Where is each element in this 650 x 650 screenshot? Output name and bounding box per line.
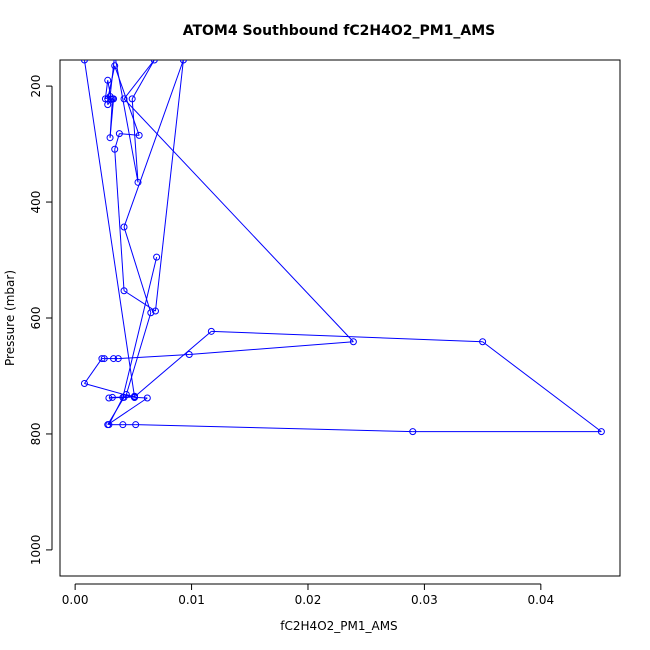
- series-segment: [123, 60, 155, 100]
- y-tick-label: 800: [29, 423, 43, 446]
- series-segment: [135, 424, 413, 433]
- data-point: [104, 76, 112, 84]
- data-point: [207, 327, 215, 335]
- data-point: [111, 62, 119, 70]
- series-segment: [83, 60, 136, 397]
- series-segment: [118, 354, 190, 360]
- series-segment: [123, 290, 156, 312]
- data-point: [131, 393, 139, 401]
- series-segment: [123, 98, 354, 343]
- data-point: [105, 394, 113, 402]
- series-segment: [122, 257, 158, 398]
- series-segment: [134, 396, 148, 399]
- data-point: [349, 338, 357, 346]
- series-segment: [125, 312, 152, 395]
- series-segment: [107, 397, 148, 426]
- data-point: [147, 309, 155, 317]
- data-point: [98, 355, 106, 363]
- data-point: [132, 421, 140, 429]
- data-point: [80, 380, 88, 388]
- data-point: [597, 428, 605, 436]
- series-segment: [114, 149, 125, 291]
- data-point: [106, 134, 114, 142]
- data-point: [104, 95, 112, 103]
- series-segment: [115, 60, 139, 183]
- y-tick-label: 1000: [29, 535, 43, 566]
- series-segment: [109, 98, 113, 138]
- data-point: [111, 145, 119, 153]
- series-segment: [123, 60, 184, 228]
- data-point: [108, 95, 116, 103]
- data-point: [119, 421, 127, 429]
- chart-title: ATOM4 Southbound fC2H4O2_PM1_AMS: [183, 23, 496, 39]
- data-point: [110, 355, 118, 363]
- data-point: [479, 338, 487, 346]
- data-point: [114, 355, 122, 363]
- data-point: [80, 60, 88, 64]
- x-axis: 0.00 0.01 0.02 0.03 0.04: [62, 583, 554, 607]
- series-segment: [84, 358, 103, 384]
- series-segment: [134, 330, 212, 398]
- series-segment: [131, 60, 155, 100]
- data-point: [179, 60, 187, 64]
- data-point: [120, 95, 128, 103]
- series-segment: [154, 60, 184, 312]
- data-point: [119, 393, 127, 401]
- series-segment: [108, 397, 124, 425]
- data-point: [120, 287, 128, 295]
- x-axis-title: fC2H4O2_PM1_AMS: [280, 619, 397, 633]
- data-point: [105, 421, 113, 429]
- series-layer: [80, 52, 605, 436]
- data-point: [185, 351, 193, 359]
- data-point: [150, 60, 158, 64]
- data-point: [115, 130, 123, 138]
- y-tick-label: 400: [29, 191, 43, 214]
- data-point: [120, 223, 128, 231]
- y-axis: 200 400 600 800 1000: [29, 75, 53, 566]
- data-point: [108, 393, 116, 401]
- series-segment: [108, 396, 135, 399]
- x-tick-label: 0.04: [527, 593, 554, 607]
- data-point: [100, 355, 108, 363]
- y-axis-title: Pressure (mbar): [3, 270, 17, 366]
- data-point: [153, 253, 161, 261]
- series-segment: [126, 394, 135, 398]
- plot-frame: [59, 59, 621, 577]
- x-tick-label: 0.03: [411, 593, 438, 607]
- x-tick-label: 0.01: [178, 593, 205, 607]
- data-point: [143, 394, 151, 402]
- data-point: [128, 95, 136, 103]
- data-point: [112, 52, 118, 58]
- data-point: [134, 178, 142, 186]
- data-point: [135, 131, 143, 139]
- y-tick-label: 200: [29, 75, 43, 98]
- series-segment: [189, 341, 354, 356]
- data-point: [151, 307, 159, 315]
- y-tick-label: 600: [29, 307, 43, 330]
- series-segment: [211, 330, 483, 343]
- series-segment: [482, 341, 602, 433]
- data-point: [409, 428, 417, 436]
- series-segment: [131, 98, 139, 183]
- x-tick-label: 0.00: [62, 593, 89, 607]
- x-tick-label: 0.02: [295, 593, 322, 607]
